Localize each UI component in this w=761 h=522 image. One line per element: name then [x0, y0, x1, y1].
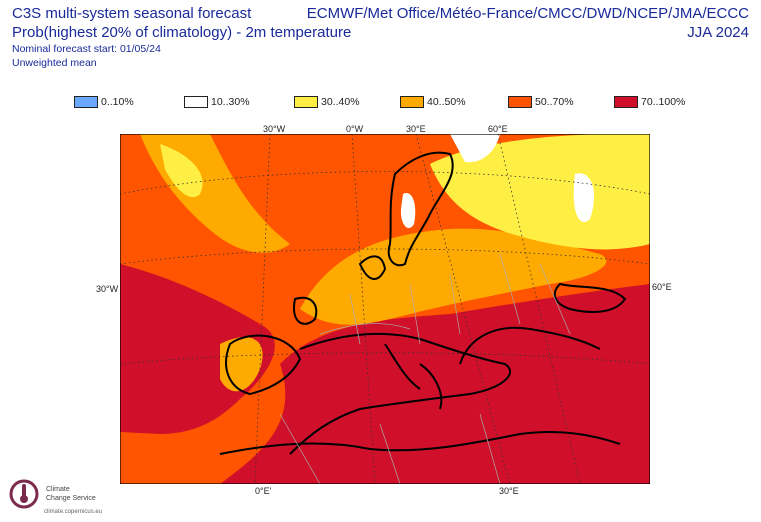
legend-swatch [614, 96, 638, 108]
tick-right-60e: 60°E [652, 282, 672, 292]
title-block: C3S multi-system seasonal forecast Prob(… [12, 4, 351, 70]
region-white-north [450, 134, 500, 163]
c3s-logo: Climate Change Service [8, 478, 96, 510]
logo-url: climate.copernicus.eu [44, 509, 103, 515]
map-title: C3S multi-system seasonal forecast [12, 5, 252, 22]
mean-note: Unweighted mean [12, 57, 97, 69]
region-white-scandinavia [400, 193, 416, 229]
country-borders [279, 253, 571, 484]
season-label: JJA 2024 [687, 24, 749, 41]
legend-item: 0..10% [74, 95, 134, 109]
region-dark-red-southwest [120, 264, 275, 434]
probability-map [120, 134, 650, 484]
region-white-east [573, 173, 595, 222]
c3s-logo-icon [9, 479, 39, 509]
graticule [120, 134, 650, 484]
legend-label: 0..10% [101, 96, 134, 108]
legend-swatch [400, 96, 424, 108]
legend-item: 30..40% [294, 95, 360, 109]
legend-label: 70..100% [641, 96, 686, 108]
region-yellow-north-atlantic [160, 144, 203, 198]
legend-item: 50..70% [508, 95, 574, 109]
tick-bottom-0e: 0°E' [255, 486, 272, 496]
title-right-block: ECMWF/Met Office/Météo-France/CMCC/DWD/N… [307, 4, 749, 42]
tick-top-60e: 60°E [488, 124, 508, 134]
legend-swatch [294, 96, 318, 108]
legend-item: 10..30% [184, 95, 250, 109]
region-yellow-northeast [430, 134, 650, 250]
tick-left-30w: 30°W [96, 284, 119, 294]
forecast-start: Nominal forecast start: 01/05/24 [12, 43, 161, 55]
tick-top-30w: 30°W [263, 124, 286, 134]
tick-top-0w: 0°W [346, 124, 364, 134]
coastlines [219, 151, 627, 455]
legend-label: 40..50% [427, 96, 466, 108]
legend-item: 40..50% [400, 95, 466, 109]
legend-label: 50..70% [535, 96, 574, 108]
logo-text: Climate Change Service [46, 485, 96, 503]
tick-top-30e: 30°E [406, 124, 426, 134]
legend-label: 10..30% [211, 96, 250, 108]
legend-swatch [508, 96, 532, 108]
region-dark-red-south [220, 284, 650, 484]
legend-swatch [184, 96, 208, 108]
logo-line2: Change Service [46, 495, 96, 502]
legend-item: 70..100% [614, 95, 685, 109]
map-subtitle: Prob(highest 20% of climatology) - 2m te… [12, 24, 352, 41]
legend-swatch [74, 96, 98, 108]
region-orange-iberia [220, 337, 263, 392]
tick-bottom-30e: 30°E [499, 486, 519, 496]
legend: 0..10% 10..30% 30..40% 40..50% 50..70% 7… [74, 95, 714, 111]
legend-label: 30..40% [321, 96, 360, 108]
logo-line1: Climate [46, 486, 70, 493]
systems-list: ECMWF/Met Office/Météo-France/CMCC/DWD/N… [306, 5, 749, 22]
